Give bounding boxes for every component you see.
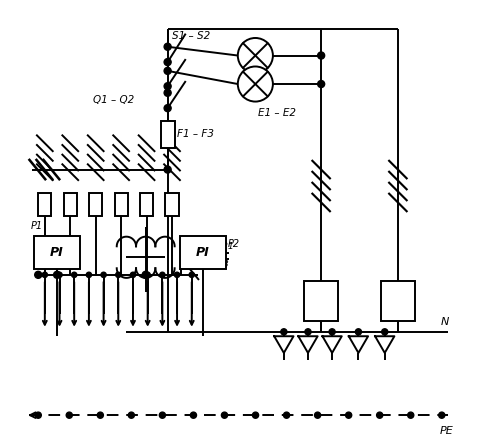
- Circle shape: [355, 329, 361, 335]
- Circle shape: [382, 329, 388, 335]
- Circle shape: [238, 38, 273, 73]
- Circle shape: [164, 89, 171, 96]
- Circle shape: [42, 272, 48, 278]
- Text: PI: PI: [50, 246, 64, 260]
- Circle shape: [318, 81, 324, 88]
- Text: PI: PI: [196, 246, 210, 260]
- Bar: [89, 193, 102, 216]
- Circle shape: [305, 329, 311, 335]
- Circle shape: [145, 272, 150, 278]
- Circle shape: [189, 272, 194, 278]
- Text: Q1 – Q2: Q1 – Q2: [93, 95, 134, 106]
- Circle shape: [281, 329, 287, 335]
- Circle shape: [159, 412, 166, 418]
- Circle shape: [116, 272, 121, 278]
- Bar: [140, 193, 153, 216]
- Circle shape: [238, 66, 273, 102]
- Text: P2: P2: [228, 239, 240, 249]
- Bar: [166, 193, 179, 216]
- Bar: [304, 282, 338, 321]
- Text: P1: P1: [31, 221, 43, 231]
- Text: T1 – T3: T1 – T3: [196, 260, 229, 269]
- Circle shape: [164, 59, 171, 66]
- Bar: [34, 236, 80, 269]
- Circle shape: [86, 272, 92, 278]
- Bar: [161, 121, 175, 148]
- Circle shape: [221, 412, 228, 418]
- Circle shape: [54, 271, 60, 279]
- Circle shape: [57, 272, 62, 278]
- Circle shape: [164, 83, 171, 90]
- Circle shape: [164, 105, 171, 112]
- Circle shape: [142, 271, 149, 279]
- Text: N: N: [441, 317, 449, 327]
- Circle shape: [284, 412, 289, 418]
- Circle shape: [318, 52, 324, 59]
- Circle shape: [101, 272, 106, 278]
- Circle shape: [97, 412, 103, 418]
- Circle shape: [252, 412, 259, 418]
- Circle shape: [329, 329, 335, 335]
- Circle shape: [377, 412, 383, 418]
- Circle shape: [128, 412, 134, 418]
- Circle shape: [35, 412, 41, 418]
- Bar: [64, 193, 77, 216]
- Bar: [38, 193, 51, 216]
- Text: PE: PE: [440, 426, 453, 436]
- Text: E1 – E2: E1 – E2: [258, 108, 296, 118]
- Bar: [381, 282, 415, 321]
- Circle shape: [314, 412, 321, 418]
- Text: F1 – F3: F1 – F3: [177, 129, 214, 139]
- Circle shape: [164, 166, 171, 173]
- Bar: [180, 236, 226, 269]
- Text: F4 – F21: F4 – F21: [196, 242, 234, 251]
- Circle shape: [66, 412, 72, 418]
- Circle shape: [164, 67, 171, 74]
- Circle shape: [72, 272, 77, 278]
- Text: S1 – S2: S1 – S2: [172, 31, 210, 41]
- Circle shape: [160, 272, 165, 278]
- Circle shape: [346, 412, 352, 418]
- Bar: [115, 193, 128, 216]
- Circle shape: [408, 412, 414, 418]
- Circle shape: [131, 272, 136, 278]
- Circle shape: [174, 272, 180, 278]
- Circle shape: [439, 412, 445, 418]
- Circle shape: [164, 43, 171, 50]
- Circle shape: [35, 271, 42, 279]
- Circle shape: [191, 412, 196, 418]
